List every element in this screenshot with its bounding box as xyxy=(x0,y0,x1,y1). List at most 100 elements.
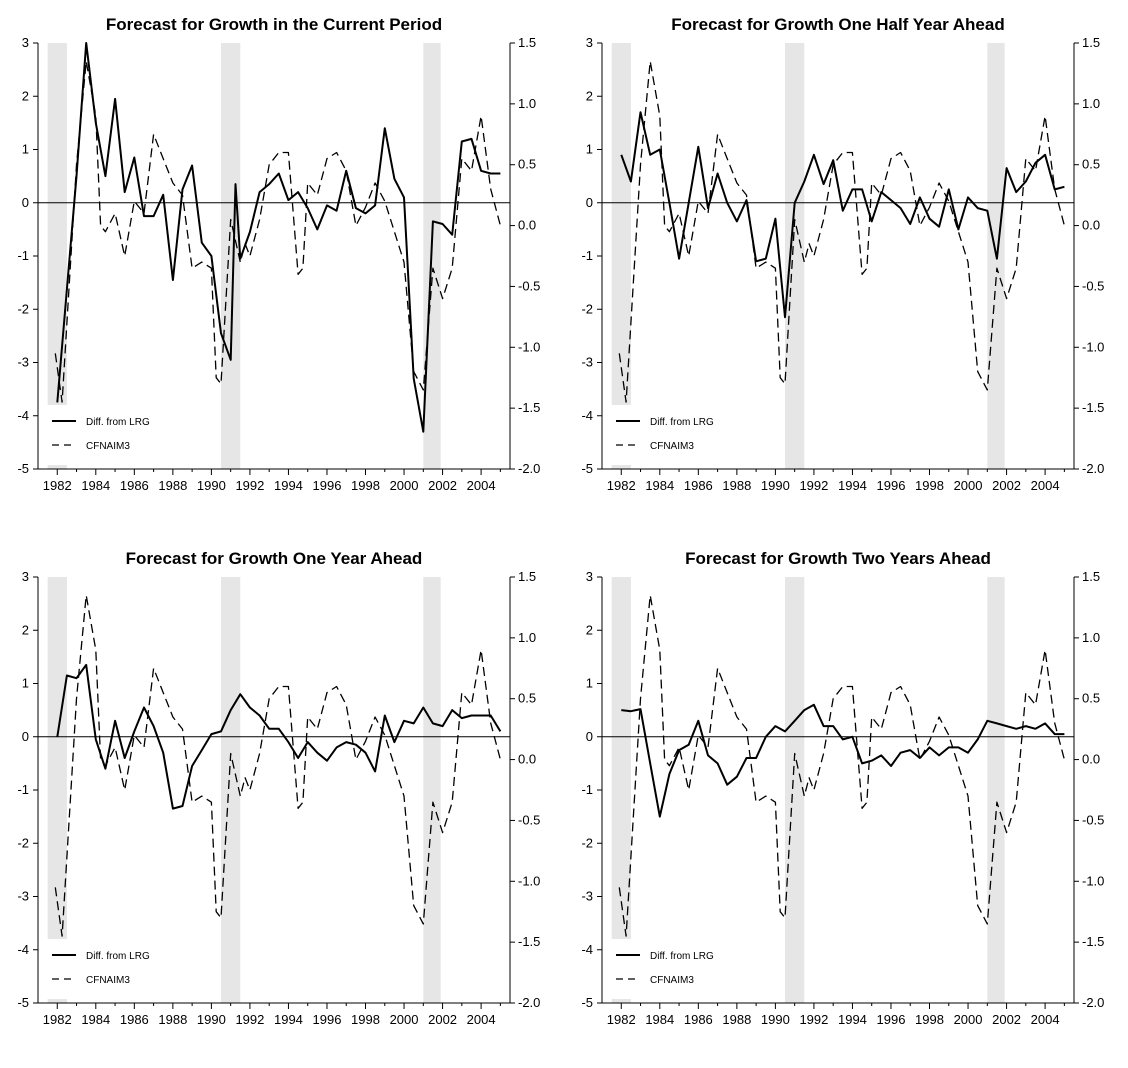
x-tick-label: 1988 xyxy=(722,478,751,493)
y-tick-right-label: 0.5 xyxy=(518,691,536,706)
legend-label: Diff. from LRG xyxy=(86,951,150,962)
y-tick-left-label: -4 xyxy=(17,408,29,423)
x-tick-label: 2002 xyxy=(992,1012,1021,1027)
y-tick-right-label: -1.0 xyxy=(518,339,540,354)
legend: Diff. from LRG CFNAIM3 xyxy=(604,939,744,999)
x-tick-label: 1994 xyxy=(274,478,303,493)
x-tick-label: 1986 xyxy=(684,1012,713,1027)
x-tick-label: 1998 xyxy=(915,478,944,493)
y-tick-left-label: -4 xyxy=(581,942,593,957)
y-tick-right-label: -1.0 xyxy=(518,873,540,888)
legend-label: CFNAIM3 xyxy=(650,975,694,986)
x-tick-label: 2004 xyxy=(467,1012,496,1027)
x-tick-label: 1996 xyxy=(877,1012,906,1027)
recession-band xyxy=(423,577,441,1003)
x-tick-label: 1986 xyxy=(684,478,713,493)
y-tick-left-label: -4 xyxy=(17,942,29,957)
y-tick-right-label: -1.0 xyxy=(1082,339,1104,354)
series-line-cfnaim3 xyxy=(54,594,502,937)
y-tick-right-label: 1.5 xyxy=(1082,569,1100,584)
x-tick-label: 1986 xyxy=(120,478,149,493)
x-tick-label: 1996 xyxy=(313,478,342,493)
y-tick-left-label: 2 xyxy=(22,622,29,637)
chart-title: Forecast for Growth Two Years Ahead xyxy=(685,549,991,568)
x-tick-label: 1996 xyxy=(313,1012,342,1027)
y-tick-right-label: -1.5 xyxy=(518,934,540,949)
x-tick-label: 2004 xyxy=(1031,1012,1060,1027)
legend-label: CFNAIM3 xyxy=(86,441,130,452)
x-tick-label: 1984 xyxy=(81,478,110,493)
y-tick-right-label: -0.5 xyxy=(518,278,540,293)
series-line-cfnaim3 xyxy=(618,60,1066,403)
x-tick-label: 1992 xyxy=(799,478,828,493)
x-tick-label: 2002 xyxy=(428,478,457,493)
y-tick-left-label: -3 xyxy=(17,889,29,904)
recession-band xyxy=(221,43,241,469)
chart-title: Forecast for Growth in the Current Perio… xyxy=(106,15,442,34)
y-tick-left-label: 0 xyxy=(22,729,29,744)
y-tick-right-label: 1.0 xyxy=(1082,96,1100,111)
y-tick-left-label: 2 xyxy=(586,88,593,103)
x-tick-label: 2000 xyxy=(390,1012,419,1027)
x-tick-label: 1998 xyxy=(351,1012,380,1027)
legend-label: CFNAIM3 xyxy=(650,441,694,452)
x-tick-label: 1994 xyxy=(838,478,867,493)
y-tick-right-label: 0.0 xyxy=(1082,752,1100,767)
y-tick-right-label: 1.5 xyxy=(518,35,536,50)
y-tick-left-label: -4 xyxy=(581,408,593,423)
y-tick-left-label: -2 xyxy=(581,835,593,850)
y-tick-left-label: -5 xyxy=(17,461,29,476)
recession-band xyxy=(47,577,67,1003)
legend-box xyxy=(40,939,180,999)
y-tick-right-label: 0.5 xyxy=(518,157,536,172)
y-tick-left-label: -2 xyxy=(581,301,593,316)
legend: Diff. from LRG CFNAIM3 xyxy=(40,939,180,999)
y-tick-left-label: 1 xyxy=(586,142,593,157)
y-tick-left-label: 3 xyxy=(22,569,29,584)
legend: Diff. from LRG CFNAIM3 xyxy=(40,405,180,465)
x-tick-label: 2000 xyxy=(954,1012,983,1027)
y-tick-left-label: -3 xyxy=(581,889,593,904)
y-tick-right-label: 0.0 xyxy=(518,752,536,767)
x-tick-label: 1988 xyxy=(722,1012,751,1027)
y-tick-left-label: -3 xyxy=(17,355,29,370)
x-tick-label: 1998 xyxy=(351,478,380,493)
chart-half-year-ahead: Forecast for Growth One Half Year Ahead -… xyxy=(581,15,1104,493)
y-tick-right-label: -2.0 xyxy=(1082,461,1104,476)
y-tick-right-label: 1.5 xyxy=(518,569,536,584)
x-tick-label: 1994 xyxy=(838,1012,867,1027)
x-tick-label: 2004 xyxy=(1031,478,1060,493)
series-line-cfnaim3 xyxy=(54,60,502,403)
x-tick-label: 1990 xyxy=(761,478,790,493)
y-tick-left-label: 1 xyxy=(22,676,29,691)
y-tick-right-label: 0.0 xyxy=(518,218,536,233)
x-tick-label: 1990 xyxy=(197,1012,226,1027)
series-line-diff-from-lrg xyxy=(621,703,1065,818)
y-tick-left-label: 2 xyxy=(22,88,29,103)
x-tick-label: 1998 xyxy=(915,1012,944,1027)
y-tick-left-label: -3 xyxy=(581,355,593,370)
y-tick-right-label: -1.0 xyxy=(1082,873,1104,888)
legend-label: Diff. from LRG xyxy=(86,417,150,428)
x-tick-label: 1982 xyxy=(607,1012,636,1027)
y-tick-left-label: 2 xyxy=(586,622,593,637)
y-tick-right-label: -2.0 xyxy=(518,461,540,476)
x-tick-label: 2000 xyxy=(954,478,983,493)
y-tick-left-label: 0 xyxy=(586,195,593,210)
chart-current-period: Forecast for Growth in the Current Perio… xyxy=(17,15,540,493)
legend-box xyxy=(604,405,744,465)
y-tick-right-label: -0.5 xyxy=(1082,812,1104,827)
recession-band xyxy=(785,577,805,1003)
x-tick-label: 1994 xyxy=(274,1012,303,1027)
y-tick-left-label: -1 xyxy=(581,782,593,797)
series-line-diff-from-lrg xyxy=(56,42,501,433)
x-tick-label: 1988 xyxy=(158,478,187,493)
y-tick-left-label: -1 xyxy=(581,248,593,263)
x-tick-label: 1986 xyxy=(120,1012,149,1027)
legend-box xyxy=(40,405,180,465)
x-tick-label: 1990 xyxy=(761,1012,790,1027)
y-tick-right-label: 1.0 xyxy=(518,630,536,645)
y-tick-left-label: 0 xyxy=(22,195,29,210)
x-tick-label: 1984 xyxy=(645,478,674,493)
y-tick-right-label: -2.0 xyxy=(518,995,540,1010)
